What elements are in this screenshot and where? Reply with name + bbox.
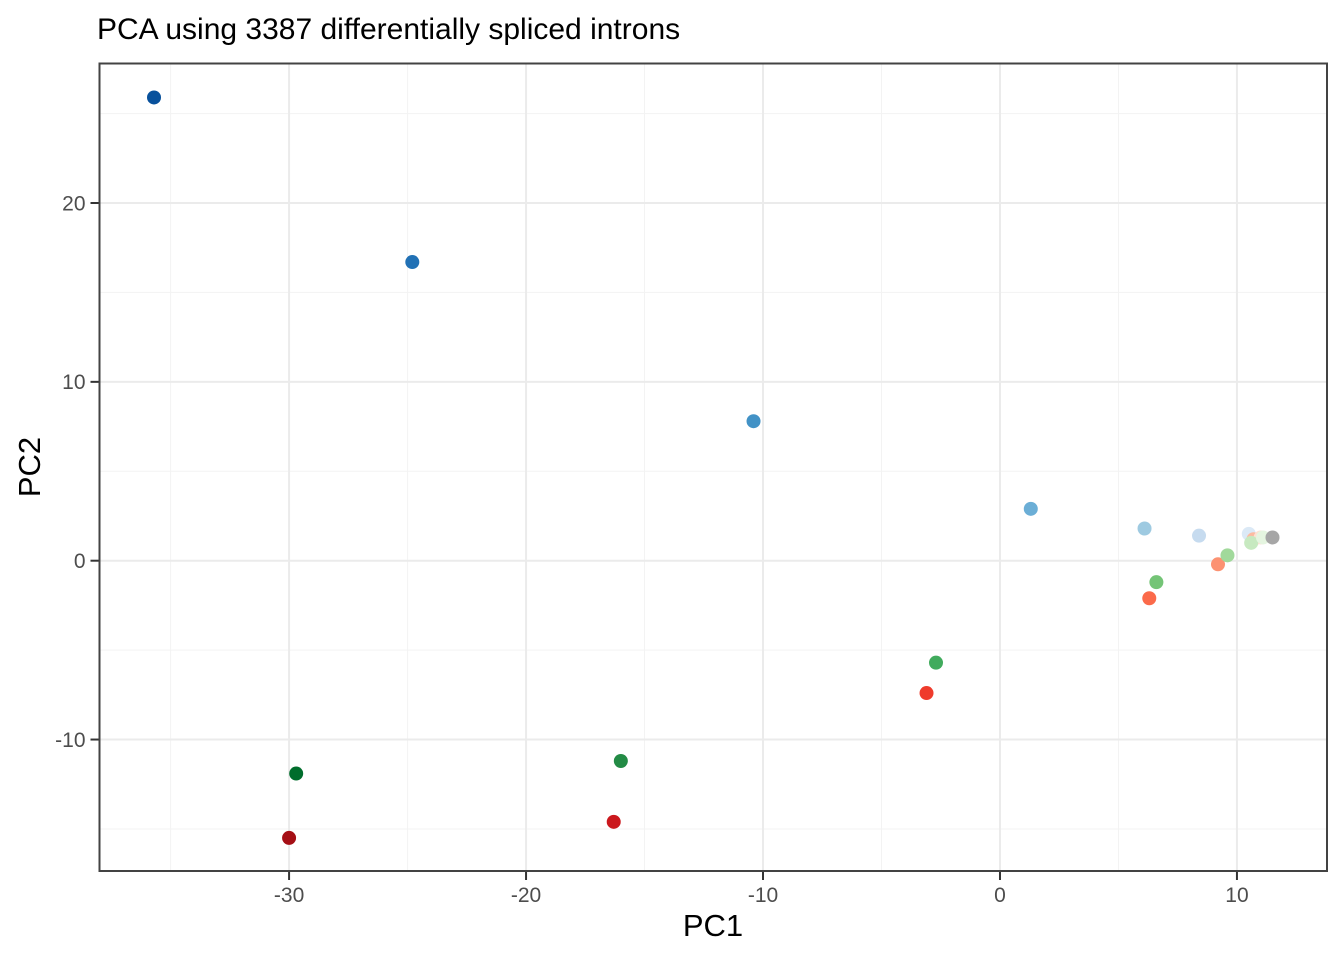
data-point-blue-gradient-2 [746, 414, 761, 429]
y-tick-label: -10 [55, 729, 85, 752]
y-tick-label: 10 [62, 371, 85, 394]
x-tick-label: 10 [1225, 884, 1248, 907]
plot-title: PCA using 3387 differentially spliced in… [97, 13, 681, 46]
data-point-green-gradient-1 [613, 754, 628, 769]
panel-border [98, 62, 1328, 872]
x-tick-label: -10 [748, 884, 778, 907]
data-point-green-gradient-2 [929, 655, 944, 670]
y-tick-label: 20 [62, 192, 85, 215]
data-point-red-gradient-4 [1210, 557, 1225, 572]
y-tick-label: 0 [74, 550, 86, 573]
data-point-blue-gradient-0 [147, 90, 162, 105]
plot-panel [99, 63, 1327, 871]
data-point-green-gradient-4 [1220, 548, 1235, 563]
data-point-green-gradient-0 [289, 766, 304, 781]
data-point-blue-gradient-3 [1023, 501, 1038, 516]
data-point-red-gradient-2 [919, 686, 934, 701]
data-point-blue-gradient-4 [1137, 521, 1152, 536]
data-point-green-gradient-5 [1244, 535, 1259, 550]
data-point-blue-gradient-1 [405, 255, 420, 270]
y-axis-title: PC2 [12, 436, 47, 498]
data-point-blue-gradient-5 [1192, 528, 1207, 543]
data-point-green-gradient-3 [1149, 575, 1164, 590]
data-point-red-gradient-3 [1142, 591, 1157, 606]
x-tick-label: -30 [274, 884, 304, 907]
x-tick-label: -20 [511, 884, 541, 907]
x-axis-title: PC1 [682, 908, 744, 943]
x-tick-label: 0 [994, 884, 1006, 907]
data-point-red-gradient-1 [606, 814, 621, 829]
data-point-gray-0 [1265, 530, 1280, 545]
data-point-red-gradient-0 [282, 830, 297, 845]
